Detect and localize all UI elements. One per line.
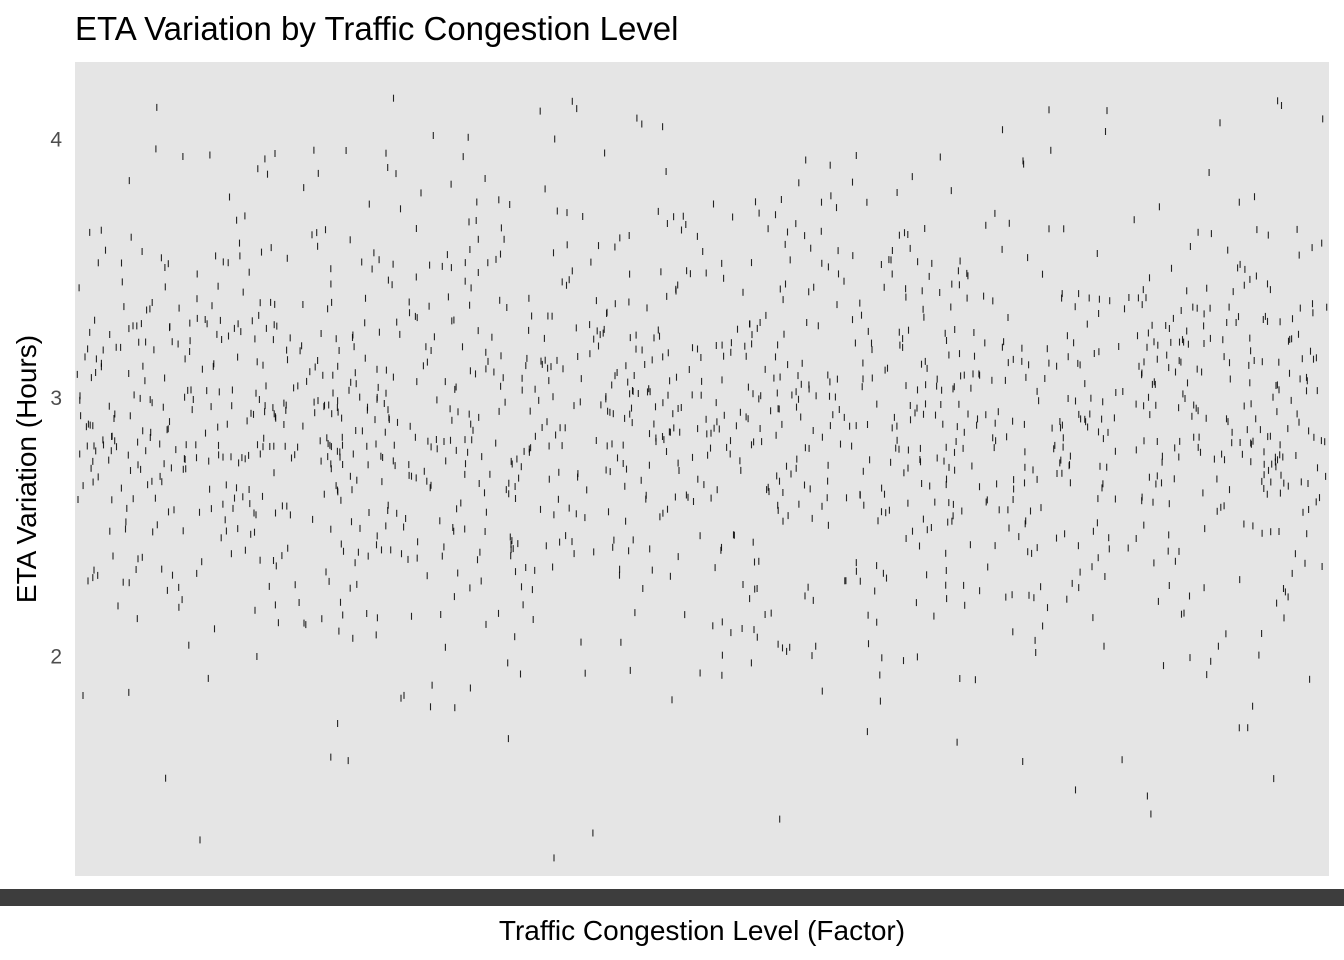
chart-title: ETA Variation by Traffic Congestion Leve… <box>75 10 679 47</box>
y-axis-title: ETA Variation (Hours) <box>11 335 42 603</box>
plot-panel <box>75 62 1329 876</box>
y-tick-label: 3 <box>50 387 62 410</box>
x-axis-band <box>0 889 1344 906</box>
y-tick-label: 2 <box>50 645 62 668</box>
data-points <box>76 94 1328 862</box>
y-axis-ticks: 2 3 4 <box>50 129 62 669</box>
x-axis-title: Traffic Congestion Level (Factor) <box>499 915 905 946</box>
y-tick-label: 4 <box>50 129 62 152</box>
